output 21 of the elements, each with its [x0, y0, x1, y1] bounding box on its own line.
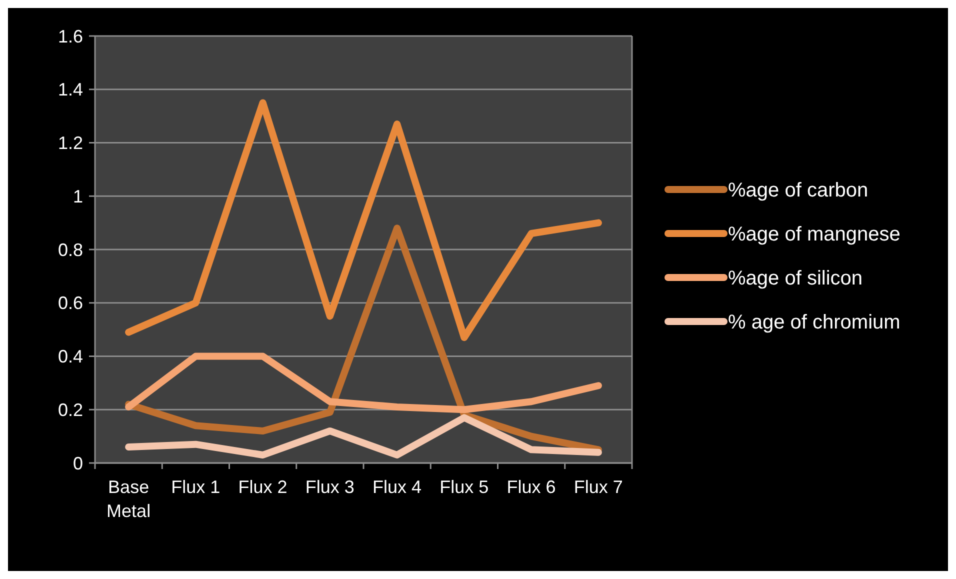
- y-tick-label: 1.2: [58, 133, 83, 154]
- y-tick-label: 1.4: [58, 80, 83, 100]
- y-tick-label: 1: [72, 186, 83, 206]
- x-tick-label: Base Metal: [106, 477, 151, 521]
- x-tick-label: Flux 2: [238, 477, 288, 497]
- y-tick-label: 0.2: [58, 400, 83, 420]
- y-tick-label: 0.6: [58, 293, 83, 314]
- y-tick-label: 0.8: [58, 240, 83, 260]
- x-tick-label: Flux 5: [440, 477, 489, 497]
- legend-label: % age of chromium: [728, 312, 900, 334]
- legend-label: %age of silicon: [728, 268, 863, 290]
- legend-label: %age of carbon: [728, 180, 868, 202]
- x-tick-label: Flux 6: [506, 477, 556, 497]
- y-tick-label: 0.4: [58, 346, 83, 367]
- x-tick-label: Flux 7: [574, 477, 623, 497]
- legend-label: %age of mangnese: [728, 224, 900, 246]
- x-tick-label: Flux 4: [372, 477, 422, 497]
- x-tick-label: Flux 1: [171, 477, 220, 497]
- y-tick-label: 0: [72, 453, 83, 474]
- y-tick-label: 1.6: [58, 26, 83, 46]
- x-tick-label: Flux 3: [305, 477, 354, 497]
